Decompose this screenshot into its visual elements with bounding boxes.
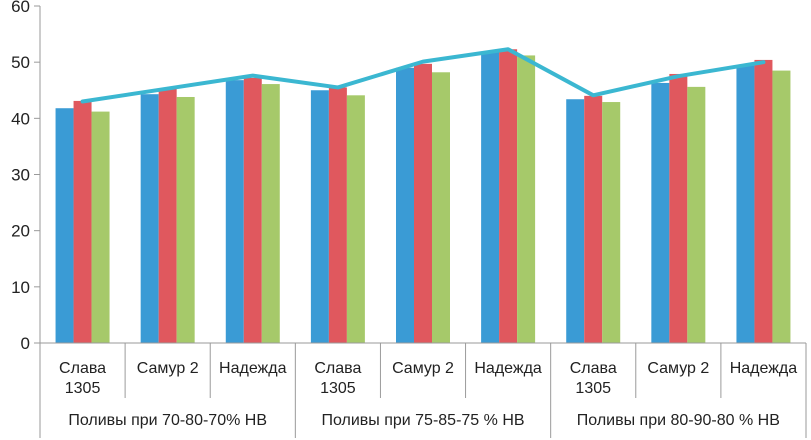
bar-series-2-cat-3 (243, 77, 262, 343)
y-tick-label: 0 (21, 334, 30, 353)
y-tick-label: 30 (11, 166, 30, 185)
bar-series-1-cat-5 (396, 67, 414, 344)
bar-series-3-cat-5 (432, 72, 450, 343)
bar-series-1-cat-7 (566, 99, 585, 343)
bar-series-1-cat-9 (736, 65, 755, 343)
category-label: Слава 1305 (59, 360, 106, 397)
category-label-line: Слава (59, 360, 106, 377)
y-tick-label: 20 (11, 222, 30, 241)
category-label-line: Слава (314, 360, 361, 377)
category-label-line: 1305 (575, 380, 611, 397)
bar-series-1-cat-4 (310, 90, 329, 343)
bars (55, 49, 791, 344)
category-label-line: Надежда (219, 360, 287, 377)
category-label-line: Надежда (474, 360, 542, 377)
bar-series-1-cat-6 (481, 52, 500, 343)
bar-series-2-cat-4 (328, 87, 347, 343)
category-label-line: 1305 (65, 380, 101, 397)
group-label: Поливы при 80-90-80 % НВ (577, 412, 780, 429)
category-label-line: Самур 2 (137, 360, 199, 377)
bar-series-3-cat-6 (517, 55, 536, 343)
trend-line (80, 47, 766, 104)
bar-series-3-cat-9 (772, 70, 791, 343)
y-tick-label: 10 (11, 278, 30, 297)
group-label: Поливы при 75-85-75 % НВ (321, 412, 524, 429)
bar-series-2-cat-6 (499, 49, 518, 344)
bar-series-2-cat-8 (669, 73, 688, 343)
category-label-line: Слава (570, 360, 617, 377)
bar-series-2-cat-7 (584, 95, 603, 343)
category-label: Слава 1305 (314, 360, 361, 397)
category-label: Самур 2 (647, 360, 709, 377)
bar-series-1-cat-2 (140, 94, 159, 343)
category-label: Самур 2 (137, 360, 199, 377)
bar-series-3-cat-2 (176, 96, 195, 344)
category-label: Слава 1305 (570, 360, 617, 397)
category-label-line: 1305 (320, 380, 356, 397)
category-label: Надежда (730, 360, 798, 377)
bar-series-3-cat-8 (687, 86, 706, 343)
y-tick-label: 40 (11, 109, 30, 128)
category-label: Самур 2 (392, 360, 454, 377)
bar-series-1-cat-1 (55, 108, 74, 344)
bar-series-1-cat-3 (225, 80, 244, 343)
x-axis: Слава 1305 Самур 2 Надежда Слава 1305 Самур 2 Н… (39, 342, 807, 438)
y-tick-label: 50 (11, 53, 30, 72)
category-label: Надежда (474, 360, 542, 377)
group-label: Поливы при 70-80-70% НВ (68, 412, 267, 429)
y-axis: 0 10 20 30 40 50 60 (11, 0, 41, 353)
bar-series-3-cat-7 (602, 102, 621, 343)
bar-series-2-cat-1 (73, 100, 92, 344)
bar-series-3-cat-3 (261, 84, 280, 344)
bar-series-1-cat-8 (651, 82, 670, 343)
category-label: Надежда (219, 360, 287, 377)
bar-series-2-cat-2 (158, 88, 177, 343)
bar-series-2-cat-5 (414, 63, 432, 344)
y-tick-label: 60 (11, 0, 30, 16)
category-label-line: Самур 2 (392, 360, 454, 377)
trend-line-layer (80, 47, 766, 104)
category-label-line: Надежда (730, 360, 798, 377)
bar-series-2-cat-9 (754, 59, 773, 344)
bar-series-3-cat-4 (346, 95, 365, 344)
category-label-line: Самур 2 (647, 360, 709, 377)
bar-series-3-cat-1 (91, 111, 110, 344)
